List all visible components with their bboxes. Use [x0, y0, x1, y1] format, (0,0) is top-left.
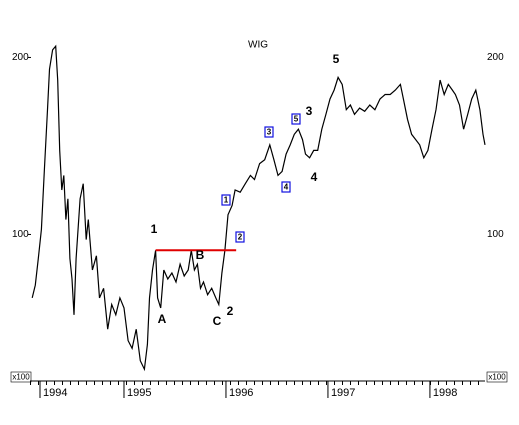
annotation-box	[291, 113, 301, 125]
x-tick-label: 1994	[43, 387, 67, 399]
annotation: 4	[284, 183, 289, 192]
annotation: C	[213, 314, 222, 328]
unit-label-right-box	[486, 371, 508, 383]
unit-label: x100	[12, 373, 30, 382]
annotation: 2	[238, 233, 243, 242]
annotation-box	[264, 126, 274, 138]
annotation: 1	[224, 196, 229, 205]
annotation-box	[235, 231, 245, 243]
x-tick-label: 1997	[331, 387, 355, 399]
annotation: 4	[311, 170, 318, 184]
annotation: 3	[306, 104, 313, 118]
y2-tick-label: 200	[487, 52, 504, 63]
x-tick-label: 1995	[127, 387, 151, 399]
x-tick-label: 1998	[433, 387, 457, 399]
annotation-box	[281, 181, 291, 193]
y2-tick-label: 100	[487, 229, 504, 240]
annotation: 2	[227, 304, 234, 318]
annotation: A	[158, 312, 167, 326]
unit-label-box	[10, 371, 32, 383]
annotation: 1	[151, 222, 158, 236]
annotation: B	[196, 248, 205, 262]
annotation: 5	[333, 52, 340, 66]
x-tick-label: 1996	[229, 387, 253, 399]
annotation-box	[221, 194, 231, 206]
chart-title: WIG	[248, 40, 268, 51]
y-tick-label: 200	[12, 52, 29, 63]
price-line	[31, 44, 486, 372]
annotation: 5	[294, 115, 299, 124]
y-tick-label: 100	[12, 229, 29, 240]
annotation: 3	[267, 128, 272, 137]
unit-label-right: x100	[488, 373, 506, 382]
